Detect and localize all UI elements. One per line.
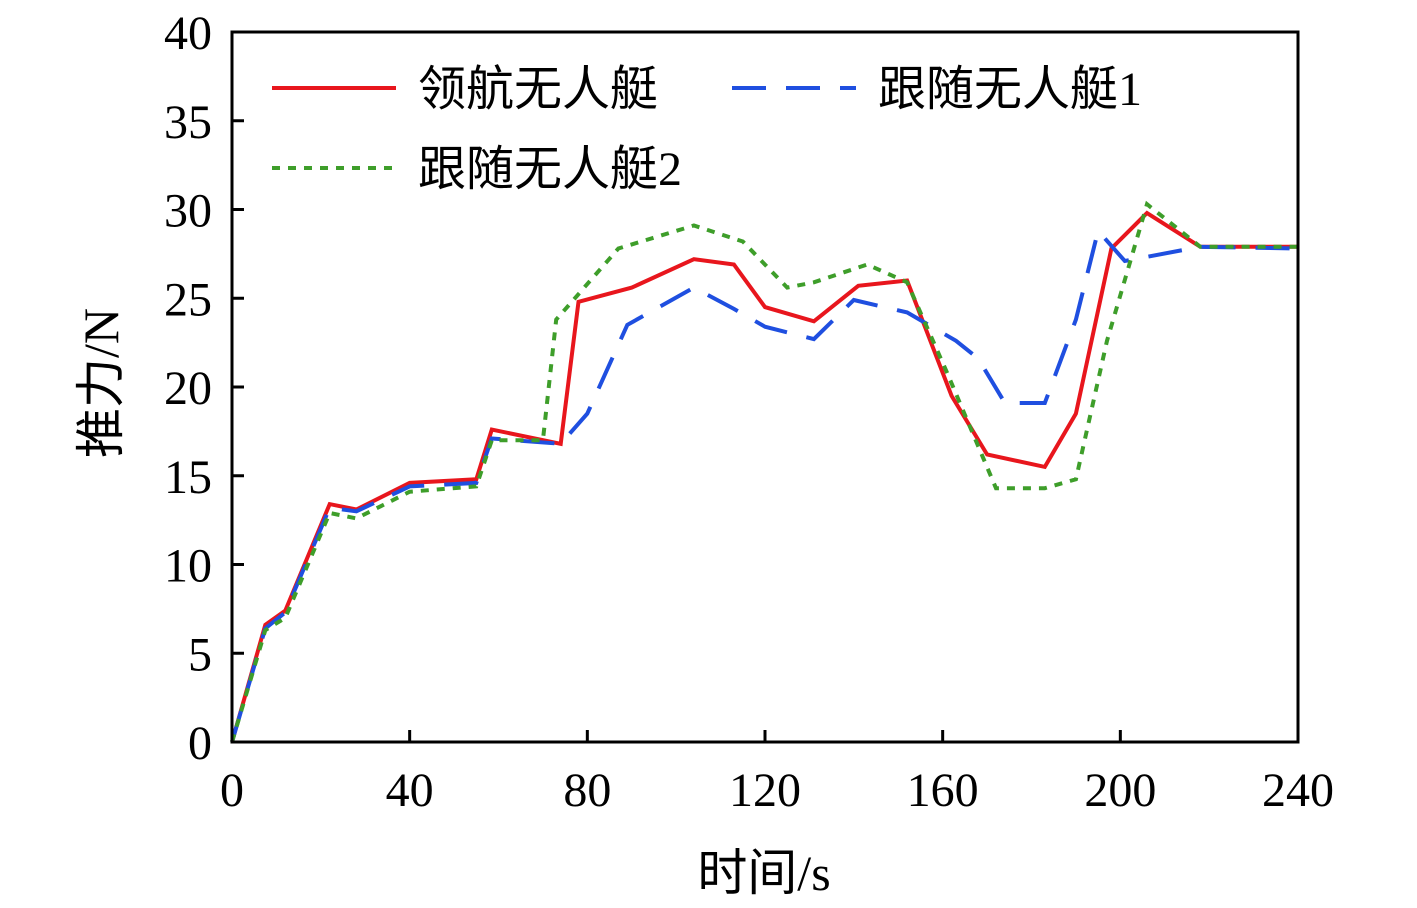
- legend-label: 跟随无人艇1: [878, 63, 1142, 116]
- axes: 0 40 80 120 160 200 240 0 5 10 15 20 25 30 35 40: [164, 7, 1334, 817]
- y-tick-label: 35: [164, 96, 212, 149]
- y-axis-title: 推力/N: [73, 308, 129, 458]
- legend-label: 领航无人艇: [418, 63, 658, 116]
- x-tick-label: 240: [1262, 764, 1334, 817]
- series-line-3: [230, 200, 1298, 743]
- legend-item-3: 跟随无人艇2: [272, 143, 682, 196]
- x-tick-label: 120: [729, 764, 801, 817]
- x-tick-label: 80: [563, 764, 611, 817]
- y-tick-label: 0: [188, 717, 212, 770]
- y-tick-label: 10: [164, 540, 212, 593]
- y-tick-label: 30: [164, 185, 212, 238]
- legend-item-1: 领航无人艇: [272, 63, 658, 116]
- legend-label: 跟随无人艇2: [418, 143, 682, 196]
- y-tick-label: 15: [164, 451, 212, 504]
- y-tick-label: 20: [164, 362, 212, 415]
- y-tick-label: 40: [164, 7, 212, 60]
- legend: 领航无人艇 跟随无人艇1 跟随无人艇2: [272, 63, 1142, 196]
- x-tick-label: 160: [907, 764, 979, 817]
- series-line-2: [230, 226, 1299, 743]
- x-axis-title: 时间/s: [697, 845, 830, 901]
- plot-frame: [230, 30, 1300, 744]
- plot-area: [230, 200, 1299, 743]
- y-tick-label: 5: [188, 628, 212, 681]
- x-tick-label: 40: [386, 764, 434, 817]
- series-line-1: [230, 210, 1298, 743]
- legend-item-2: 跟随无人艇1: [732, 63, 1142, 116]
- y-tick-label: 25: [164, 273, 212, 326]
- x-tick-label: 0: [220, 764, 244, 817]
- x-tick-label: 200: [1084, 764, 1156, 817]
